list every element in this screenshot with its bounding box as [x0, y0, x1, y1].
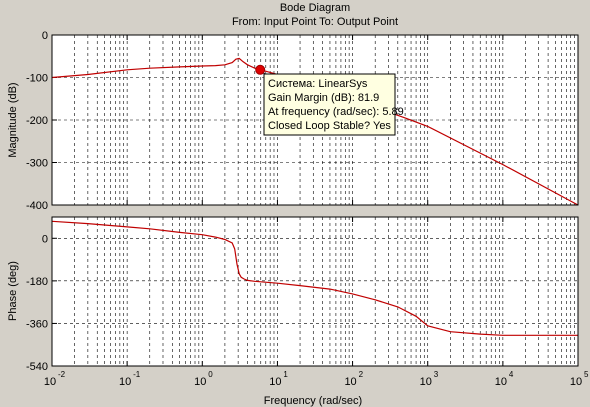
x-tick-exponent: 1: [283, 370, 288, 379]
phase-panel: 0 -180 -360 -540: [26, 216, 579, 373]
phase-series-line: [52, 220, 578, 336]
datatip-box[interactable]: [263, 73, 396, 136]
x-tick-label: 10: [420, 376, 432, 388]
datatip-line-system: Система: LinearSys: [268, 78, 368, 90]
x-tick-exponent: 5: [584, 370, 589, 379]
magnitude-ytick-label: -200: [26, 115, 48, 127]
magnitude-ytick-label: -100: [26, 73, 48, 85]
x-tick-exponent: 4: [509, 370, 514, 379]
magnitude-ytick-label: 0: [42, 30, 48, 42]
datatip-line-stable: Closed Loop Stable? Yes: [268, 120, 391, 132]
x-tick-label: 10: [194, 376, 206, 388]
x-tick-label: 10: [119, 376, 131, 388]
x-tick-exponent: -1: [133, 370, 141, 379]
phase-ytick-label: 0: [42, 233, 48, 245]
x-tick-exponent: -2: [58, 370, 66, 379]
datatip-marker[interactable]: [255, 64, 266, 75]
x-tick-label: 10: [269, 376, 281, 388]
magnitude-frame: [51, 34, 579, 206]
x-tick-label: 10: [44, 376, 56, 388]
datatip[interactable]: Система: LinearSys Gain Margin (dB): 81.…: [255, 64, 404, 136]
x-tick-label: 10: [495, 376, 507, 388]
chart-subtitle: From: Input Point To: Output Point: [232, 16, 398, 28]
datatip-line-gain-margin: Gain Margin (dB): 81.9: [268, 92, 379, 104]
phase-axis-label: Phase (deg): [7, 261, 19, 321]
magnitude-axis-label: Magnitude (dB): [7, 82, 19, 157]
x-axis-label: Frequency (rad/sec): [264, 395, 362, 407]
x-tick-exponent: 0: [208, 370, 213, 379]
x-tick-exponent: 2: [359, 370, 364, 379]
datatip-line-frequency: At frequency (rad/sec): 5.89: [268, 106, 404, 118]
magnitude-ytick-label: -400: [26, 200, 48, 212]
phase-ytick-label: -180: [26, 276, 48, 288]
phase-plot-area: [52, 217, 578, 366]
phase-ytick-label: -360: [26, 318, 48, 330]
x-tick-label: 10: [570, 376, 582, 388]
phase-frame: [51, 216, 579, 367]
phase-ytick-label: -540: [26, 361, 48, 373]
x-tick-label: 10: [344, 376, 356, 388]
magnitude-ytick-label: -300: [26, 158, 48, 170]
x-tick-exponent: 3: [434, 370, 439, 379]
chart-title: Bode Diagram: [280, 2, 350, 14]
